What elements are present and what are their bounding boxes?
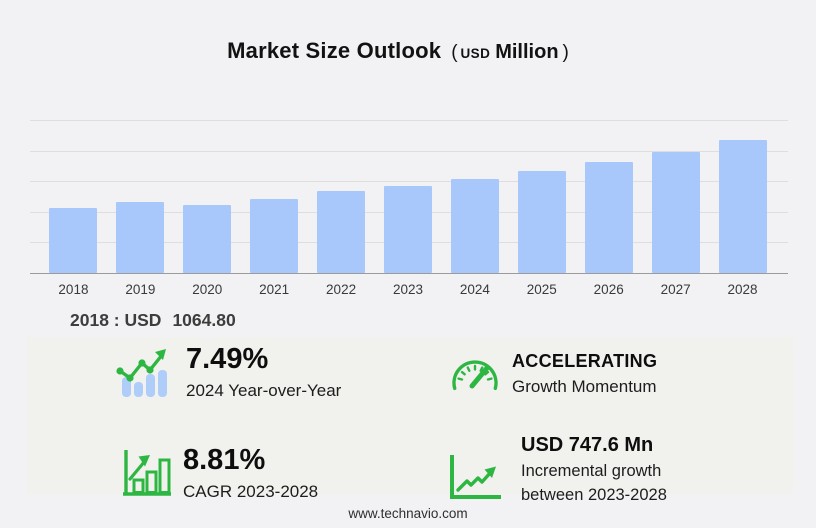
bar-slot (308, 120, 375, 273)
bar-2026 (584, 162, 633, 273)
title-main: Market Size Outlook (227, 38, 442, 63)
stat-incremental-label: Incremental growth between 2023-2028 (521, 460, 667, 508)
bars-track (40, 120, 776, 273)
stat-yoy: 7.49% 2024 Year-over-Year (186, 343, 342, 402)
bar-slot (107, 120, 174, 273)
x-axis-label-2021: 2021 (259, 282, 290, 297)
bar-2023 (383, 185, 432, 273)
x-axis-label-2023: 2023 (392, 282, 423, 297)
base-year-value: 1064.80 (172, 310, 236, 330)
stat-yoy-value: 7.49% (186, 343, 269, 375)
title-paren-close: ) (562, 42, 569, 63)
bar-slot (174, 120, 241, 273)
stat-incremental-value: USD 747.6 Mn (521, 434, 654, 456)
incremental-growth-axes-icon (444, 450, 506, 507)
stat-cagr-label: CAGR 2023-2028 (183, 481, 319, 501)
gridline (30, 120, 788, 121)
bar-slot (508, 120, 575, 273)
x-axis-label-2026: 2026 (593, 282, 624, 297)
stat-incremental-label-line1: Incremental growth (521, 462, 662, 480)
bar-slot (709, 120, 776, 273)
stat-momentum-label: Growth Momentum (512, 376, 657, 396)
stat-incremental: USD 747.6 Mn Incremental growth between … (521, 434, 667, 508)
base-year-label: 2018 : USD (70, 310, 162, 330)
gridline (30, 150, 788, 152)
title-unit: Million (495, 41, 559, 63)
bar-2021 (250, 198, 299, 273)
stat-cagr-value: 8.81% (183, 444, 266, 476)
bar-slot (375, 120, 442, 273)
bar-2027 (651, 152, 700, 273)
base-year-annotation: 2018 : USD 1064.80 (70, 310, 236, 331)
bar-slot (575, 120, 642, 273)
x-axis-label-2025: 2025 (526, 282, 557, 297)
bar-2022 (317, 191, 366, 273)
title-currency: USD (460, 46, 491, 61)
stat-momentum: ACCELERATING Growth Momentum (512, 351, 658, 398)
gridline (30, 181, 788, 183)
x-axis-label-2018: 2018 (58, 282, 89, 297)
bar-slot (441, 120, 508, 273)
bar-2020 (183, 205, 232, 273)
x-axis-labels: 2018 2019 2020 2021 2022 2023 2024 2025 2026 2027… (40, 282, 776, 297)
page-title: Market Size Outlook (USD Million) (0, 38, 806, 64)
trend-line-over-bars-icon (115, 346, 173, 403)
x-axis-label-2024: 2024 (459, 282, 490, 297)
x-axis-label-2022: 2022 (326, 282, 357, 297)
bar-2028 (718, 140, 767, 273)
bar-chart-growth-icon (119, 447, 175, 504)
x-axis-label-2027: 2027 (660, 282, 691, 297)
title-paren-open: ( (451, 42, 458, 63)
x-axis-label-2028: 2028 (727, 282, 758, 297)
stat-yoy-label: 2024 Year-over-Year (186, 380, 342, 400)
bar-2018 (49, 207, 98, 273)
footer-url: www.technavio.com (348, 506, 468, 521)
stat-momentum-value: ACCELERATING (512, 351, 658, 371)
bar-slot (40, 120, 107, 273)
bar-slot (642, 120, 709, 273)
x-axis-label-2019: 2019 (125, 282, 156, 297)
bar-slot (241, 120, 308, 273)
stat-cagr: 8.81% CAGR 2023-2028 (183, 444, 319, 503)
stat-incremental-label-line2: between 2023-2028 (521, 485, 667, 504)
speedometer-icon (447, 353, 503, 406)
bar-2024 (450, 179, 499, 273)
bar-2025 (517, 171, 566, 273)
x-axis-label-2020: 2020 (192, 282, 223, 297)
bar-2019 (116, 202, 165, 273)
